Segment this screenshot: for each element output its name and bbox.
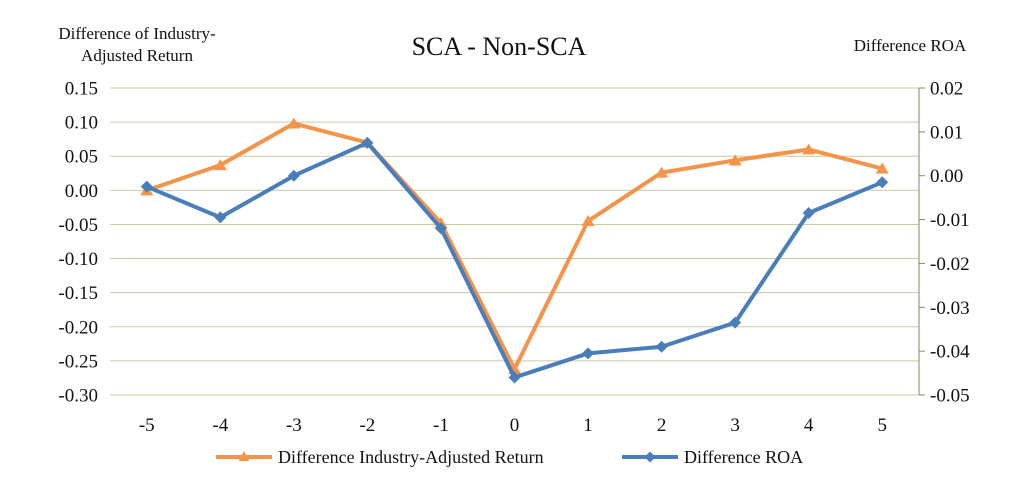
x-tick-label: -5 <box>139 415 155 436</box>
chart-title: SCA - Non-SCA <box>412 32 587 61</box>
data-point <box>875 162 889 174</box>
data-point <box>728 154 742 166</box>
data-point <box>287 117 301 129</box>
y1-tick-label: -0.30 <box>58 386 98 407</box>
x-tick-label: -3 <box>286 415 302 436</box>
y2-tick-label: -0.04 <box>930 342 970 363</box>
data-point <box>655 166 669 178</box>
data-point <box>802 206 815 219</box>
y1-tick-label: -0.10 <box>58 249 98 270</box>
x-tick-label: 3 <box>730 415 740 436</box>
left-axis-ticks: 0.15 0.10 0.05 0.00 -0.05 -0.10 -0.15 -0.20 -0.2… <box>58 79 98 407</box>
series-line <box>146 140 883 380</box>
data-point <box>876 176 889 189</box>
x-tick-label: -4 <box>212 415 228 436</box>
y2-tick-label: -0.05 <box>930 386 970 407</box>
data-point <box>802 143 816 155</box>
y1-tick-label: -0.20 <box>58 317 98 338</box>
y2-tick-label: 0.00 <box>930 166 963 187</box>
y1-tick-label: 0.10 <box>65 113 98 134</box>
y2-tick-label: 0.01 <box>930 122 963 143</box>
data-point <box>508 371 521 384</box>
data-point <box>287 169 300 182</box>
x-tick-label: 0 <box>510 415 520 436</box>
series <box>140 117 889 384</box>
x-tick-label: 4 <box>804 415 814 436</box>
y1-tick-label: -0.25 <box>58 351 98 372</box>
y1-tick-label: 0.15 <box>65 79 98 100</box>
x-tick-label: -1 <box>433 415 449 436</box>
data-point <box>729 316 742 329</box>
y1-tick-label: 0.00 <box>65 181 98 202</box>
data-point <box>214 211 227 224</box>
y2-tick-label: 0.02 <box>930 79 963 100</box>
y1-tick-label: -0.15 <box>58 283 98 304</box>
data-point <box>140 180 153 193</box>
axes <box>918 87 925 396</box>
x-tick-label: 5 <box>877 415 887 436</box>
y1-tick-label: 0.05 <box>65 147 98 168</box>
data-point <box>581 215 595 227</box>
series-roa <box>140 136 889 384</box>
right-axis-ticks: 0.02 0.01 0.00 -0.01 -0.02 -0.03 -0.04 -0.05 <box>930 79 970 407</box>
y2-tick-label: -0.03 <box>930 298 970 319</box>
data-point <box>213 159 227 171</box>
gridlines <box>110 87 919 396</box>
y2-tick-label: -0.01 <box>930 210 970 231</box>
x-tick-label: 2 <box>657 415 667 436</box>
y1-tick-label: -0.05 <box>58 215 98 236</box>
x-axis-ticks: -5 -4 -3 -2 -1 0 1 2 3 4 5 <box>139 415 887 436</box>
data-point <box>434 222 447 235</box>
left-axis-title-line-1: Difference of Industry- <box>58 24 216 43</box>
legend-swatch-roa-marker <box>644 451 656 463</box>
legend-label-roa: Difference ROA <box>684 447 803 467</box>
data-point <box>655 340 668 353</box>
x-tick-label: -2 <box>359 415 375 436</box>
legend-swatch-return-marker <box>238 451 250 461</box>
right-axis-title: Difference ROA <box>854 36 967 55</box>
legend: Difference Industry-Adjusted Return Diff… <box>216 447 803 467</box>
y2-tick-label: -0.02 <box>930 254 970 275</box>
left-axis-title-line-2: Adjusted Return <box>81 46 193 65</box>
data-point <box>582 347 595 360</box>
series-line <box>146 121 883 372</box>
x-tick-label: 1 <box>583 415 593 436</box>
data-point <box>361 136 374 149</box>
legend-label-return: Difference Industry-Adjusted Return <box>278 447 544 467</box>
